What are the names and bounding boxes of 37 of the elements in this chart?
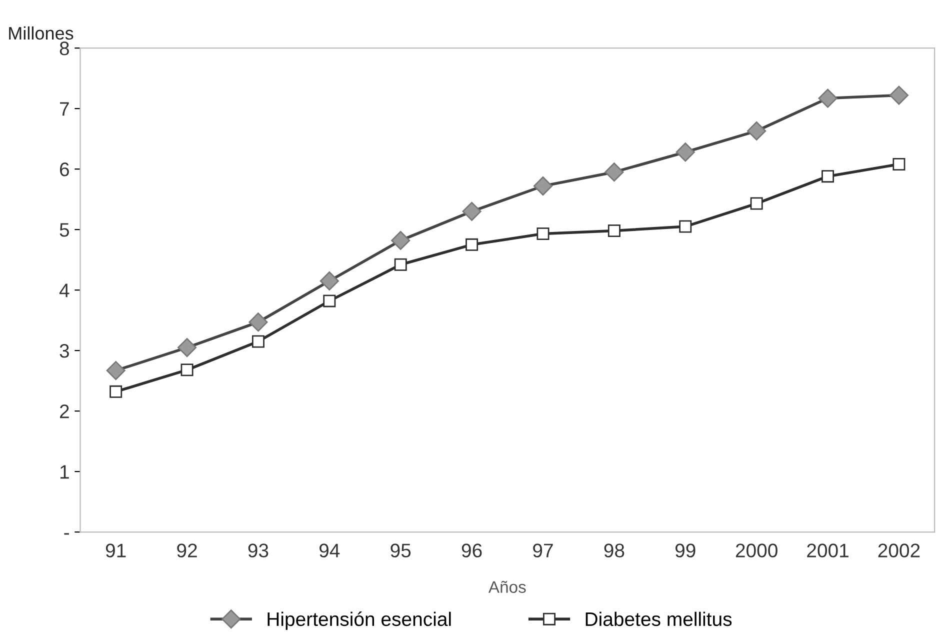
point [679,220,692,233]
point [536,228,550,240]
x-tick-label: 97 [533,544,553,558]
x-tick-label: 2000 [736,544,778,558]
x-tick-label: 93 [248,544,268,558]
legend-label: Hipertensión esencial [268,612,451,630]
point [110,385,122,398]
x-tick-label: 95 [390,544,411,558]
point [394,258,407,271]
y-axis-title: Millones [9,26,74,40]
y-tick-label: 7 [60,102,69,116]
point [822,170,834,183]
x-tick-label: 99 [675,544,696,558]
y-tick-label: 2 [60,404,69,418]
y-tick-label: 8 [60,42,69,56]
y-tick-label: 6 [60,162,69,176]
point [750,197,763,210]
y-tick-label: 4 [59,284,70,298]
x-tick-label: 96 [462,544,482,558]
point [252,335,264,348]
point [180,364,194,376]
legend-label: Diabetes mellitus [586,612,732,626]
y-tick-label: - [64,533,69,535]
x-tick-label: 2001 [807,544,848,558]
x-tick-label: 92 [177,544,197,558]
x-tick-label: 2002 [878,544,920,558]
x-tick-label: 91 [106,544,126,558]
y-tick-label: 1 [60,465,69,479]
point [466,238,478,251]
x-tick-label: 98 [604,544,624,558]
y-tick-label: 3 [60,344,69,358]
point [608,224,620,238]
y-tick-label: 5 [60,223,70,237]
x-tick-label: 94 [320,544,340,558]
x-axis-title: Años [488,580,526,593]
point [892,158,906,170]
point [323,294,336,308]
